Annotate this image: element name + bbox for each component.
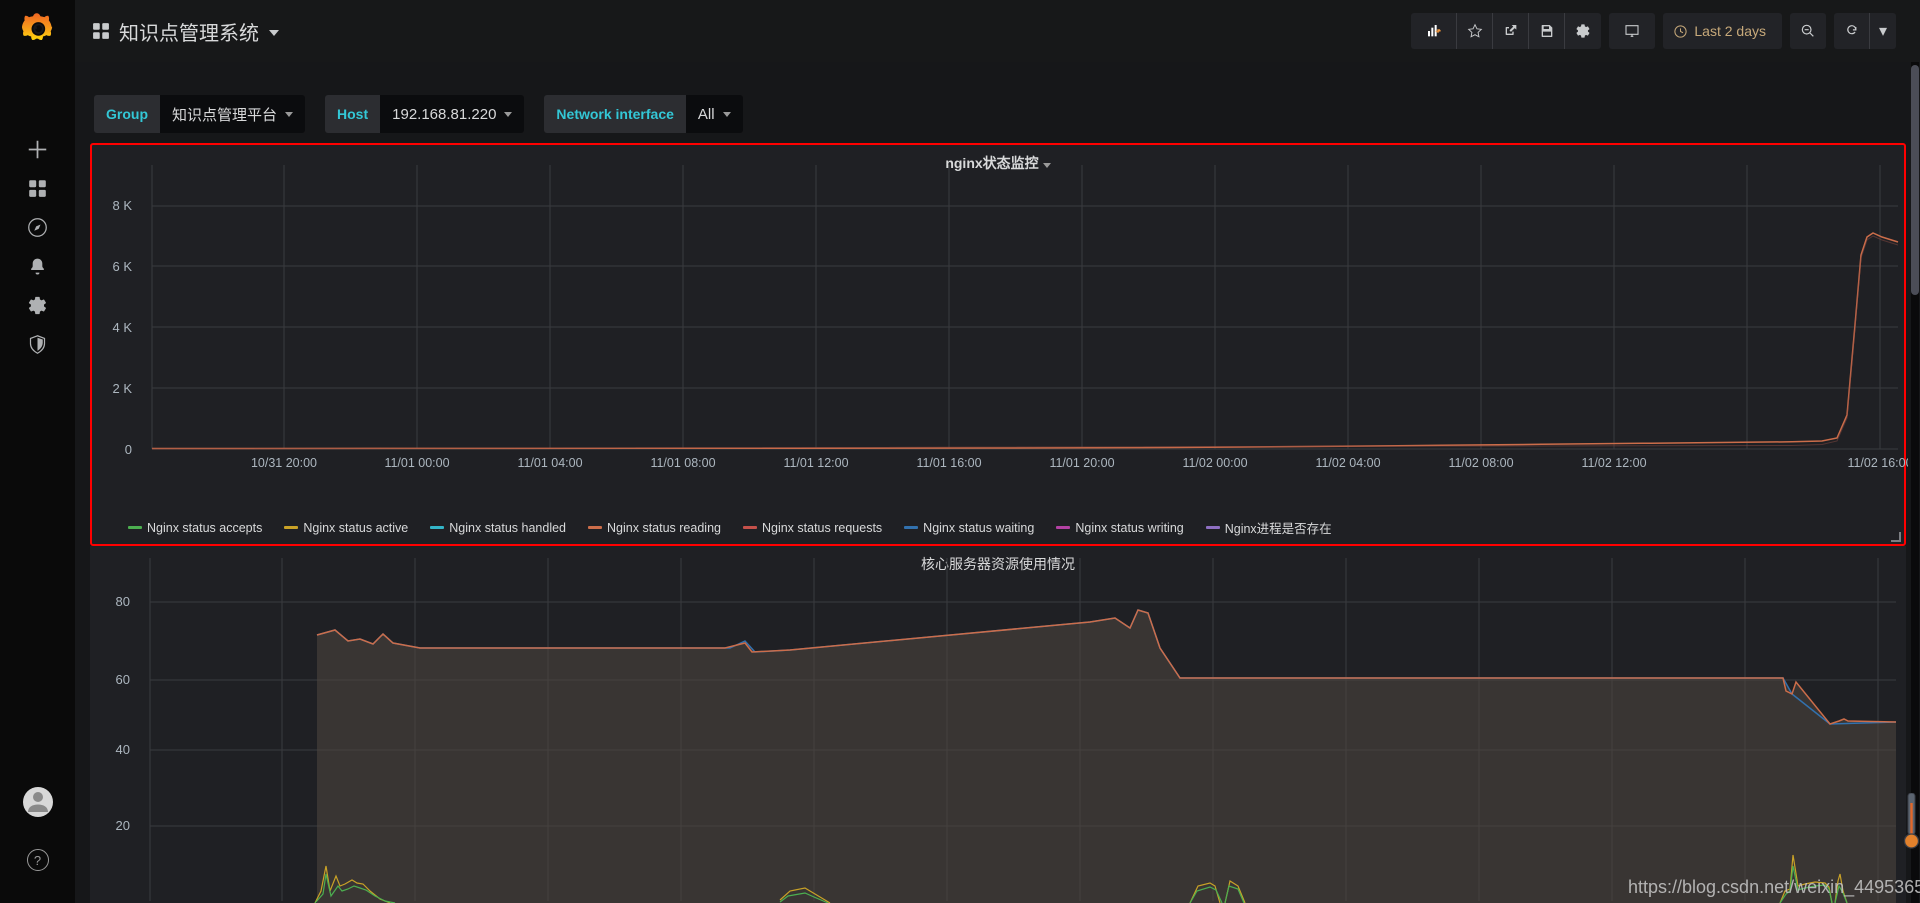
- svg-text:60: 60: [116, 672, 130, 687]
- svg-text:2 K: 2 K: [112, 381, 132, 396]
- svg-text:4 K: 4 K: [112, 320, 132, 335]
- svg-text:11/01 20:00: 11/01 20:00: [1049, 456, 1114, 470]
- svg-text:8 K: 8 K: [112, 198, 132, 213]
- svg-text:11/02 08:00: 11/02 08:00: [1448, 456, 1513, 470]
- svg-text:11/01 12:00: 11/01 12:00: [783, 456, 848, 470]
- svg-text:11/01 08:00: 11/01 08:00: [650, 456, 715, 470]
- svg-text:20: 20: [116, 818, 130, 833]
- svg-text:40: 40: [116, 742, 130, 757]
- svg-text:11/02 04:00: 11/02 04:00: [1315, 456, 1380, 470]
- svg-text:6 K: 6 K: [112, 259, 132, 274]
- svg-text:11/02 16:00: 11/02 16:00: [1847, 456, 1908, 470]
- svg-text:0: 0: [125, 442, 132, 457]
- svg-text:11/02 00:00: 11/02 00:00: [1182, 456, 1247, 470]
- svg-text:11/02 12:00: 11/02 12:00: [1581, 456, 1646, 470]
- svg-text:11/01 00:00: 11/01 00:00: [384, 456, 449, 470]
- svg-text:11/01 16:00: 11/01 16:00: [916, 456, 981, 470]
- svg-text:80: 80: [116, 594, 130, 609]
- svg-text:11/01 04:00: 11/01 04:00: [517, 456, 582, 470]
- svg-text:10/31 20:00: 10/31 20:00: [251, 456, 317, 470]
